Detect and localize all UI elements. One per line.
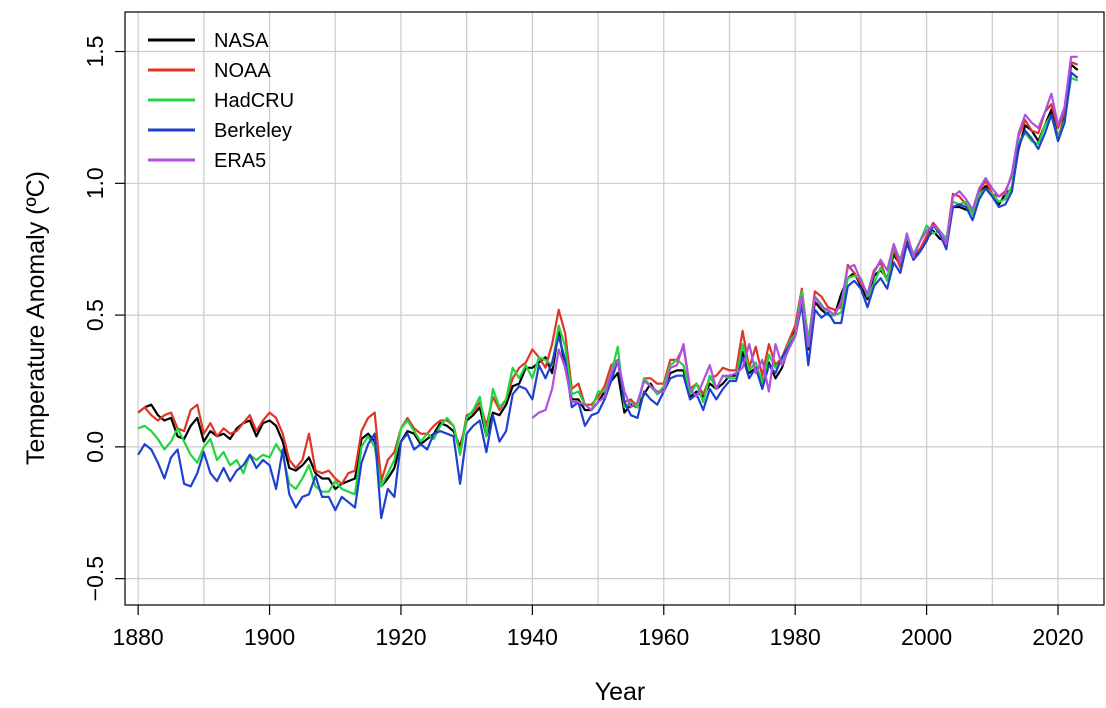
- legend-label: ERA5: [214, 150, 266, 172]
- x-tick-label: 1880: [113, 624, 164, 650]
- legend-label: NASA: [214, 30, 269, 52]
- y-axis-title: Temperature Anomaly (ºC): [22, 171, 50, 465]
- x-tick-label: 1940: [507, 624, 558, 650]
- legend-label: NOAA: [214, 60, 271, 82]
- legend-label: Berkeley: [214, 120, 292, 142]
- series-line-berkeley: [137, 71, 1079, 520]
- x-tick-label: 1900: [244, 624, 295, 650]
- x-tick-label: 2020: [1032, 624, 1083, 650]
- x-tick-label: 1980: [770, 624, 821, 650]
- legend-label: HadCRU: [214, 90, 294, 112]
- x-tick-label: 2000: [901, 624, 952, 650]
- x-axis: 1880 1900 1920 1940 1960 1980 2000 2020: [113, 605, 1084, 650]
- x-tick-label: 1960: [638, 624, 689, 650]
- y-tick-label: −0.5: [82, 556, 108, 601]
- series-line-era5: [531, 55, 1078, 419]
- series-layer: [137, 55, 1079, 520]
- series-line-noaa: [137, 60, 1079, 485]
- legend: NASA NOAA HadCRU Berkeley ERA5: [148, 30, 294, 172]
- y-tick-label: 1.5: [82, 36, 108, 68]
- y-axis: −0.5 0.0 0.5 1.0 1.5: [82, 36, 125, 601]
- y-tick-label: 0.0: [82, 431, 108, 463]
- grid-layer: [125, 12, 1104, 605]
- y-tick-label: 0.5: [82, 299, 108, 331]
- x-axis-title: Year: [595, 678, 646, 706]
- x-tick-label: 1920: [375, 624, 426, 650]
- y-tick-label: 1.0: [82, 167, 108, 199]
- plot-frame: [124, 11, 1105, 606]
